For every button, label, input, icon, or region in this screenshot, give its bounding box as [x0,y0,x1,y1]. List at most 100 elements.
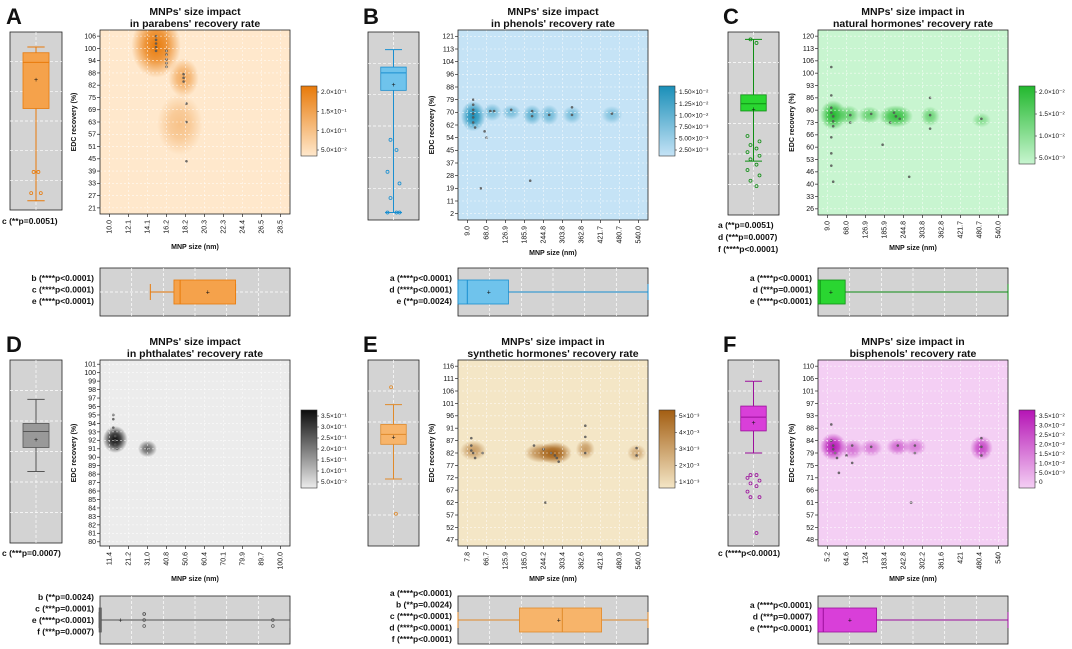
outlier-point [397,181,402,186]
outlier-point [757,153,762,158]
heatmap-background [100,360,290,546]
colorbar-tick-label: 1.5×10⁻¹ [321,109,347,116]
data-point [835,456,839,460]
chart-title-line: MNPs' size impact [149,6,241,18]
chart-title-line: in phthalates' recovery rate [127,348,263,360]
outlier-point [36,170,41,174]
x-tick-label: 421.7 [957,221,964,239]
x-tick-label: 361.6 [938,552,945,570]
significance-annotation: f (****p<0.0001) [718,244,778,254]
x-tick-label: 244.8 [900,221,907,239]
colorbar-tick-label: 1.00×10⁻² [679,112,709,119]
y-tick-label: 116 [443,364,454,371]
x-tick-label: 31.0 [144,552,151,566]
data-point [980,436,983,440]
significance-annotation: a (****p<0.0001) [750,273,812,283]
chart-title-line: in phenols' recovery rate [491,18,615,30]
data-point [894,115,898,118]
data-point [528,179,532,183]
x-tick-label: 124 [862,552,869,564]
y-tick-label: 45 [88,156,96,163]
significance-annotation: d (****p<0.0001) [389,623,452,633]
density-blob [131,30,181,78]
colorbar-tick-label: 2.0×10⁻² [1039,89,1065,96]
colorbar-tick-label: 3.5×10⁻² [1039,413,1065,420]
data-point [635,454,638,457]
density-blob [157,93,203,156]
x-tick-label: 362.8 [938,221,945,239]
outlier-point [754,146,759,151]
x-tick-label: 244.8 [540,226,547,244]
panel-label: E [363,332,378,357]
x-tick-label: 303.4 [559,552,566,570]
x-tick-label: 18.2 [182,220,189,234]
interquartile-box [817,279,846,305]
data-point [532,444,536,447]
outlier-point [388,137,393,142]
x-tick-label: 244.2 [540,552,547,570]
y-tick-label: 111 [443,376,454,383]
colorbar-tick-label: 4×10⁻³ [679,430,700,437]
y-tick-label: 57 [446,512,454,519]
colorbar-tick-label: 1.5×10⁻² [1039,111,1065,118]
colorbar-tick-label: 5.0×10⁻³ [1039,470,1065,477]
data-point [980,117,983,121]
x-tick-label: 100.0 [277,552,284,570]
significance-annotation: c (**p=0.0051) [2,216,58,226]
significance-annotation: f (***p=0.0007) [37,627,94,637]
y-tick-label: 110 [803,364,814,371]
data-point [830,152,833,155]
outlier-point [757,173,762,178]
x-tick-label: 303.8 [559,226,566,244]
y-tick-label: 79 [806,450,814,457]
x-tick-label: 421.8 [597,552,604,570]
x-axis-label: MNP size (nm) [529,576,577,583]
colorbar-tick-label: 2.0×10⁻¹ [321,446,347,453]
significance-annotation: e (****p<0.0001) [32,615,94,625]
y-tick-label: 93 [88,429,96,436]
data-point [831,124,835,128]
y-tick-label: 51 [88,144,96,151]
x-tick-label: 7.8 [464,552,471,562]
density-blob [482,103,502,122]
outlier-point [745,168,750,172]
colorbar-tick-label: 5×10⁻³ [679,413,700,420]
data-point [869,445,873,449]
data-point [831,444,835,447]
colorbar-tick-label: 2.0×10⁻¹ [321,89,347,96]
y-tick-label: 84 [806,438,814,445]
y-tick-label: 87 [446,438,454,445]
y-tick-label: 66 [806,132,814,139]
data-point [850,444,854,447]
y-tick-label: 52 [446,525,454,532]
colorbar [1018,409,1036,489]
data-point [113,434,117,438]
y-tick-label: 93 [806,413,814,420]
data-point [869,112,873,116]
x-tick-label: 68.0 [483,226,490,240]
panel-label: A [6,4,22,29]
y-tick-label: 75 [88,95,96,102]
x-tick-label: 40.8 [163,552,170,566]
outlier-point [757,139,762,144]
outlier-point [748,157,753,162]
data-point [112,426,115,429]
mean-marker: + [206,290,210,297]
y-tick-label: 97 [88,395,96,402]
y-tick-label: 85 [88,497,96,504]
panel-C: C 9.0 68.0 126.9 185.9 244.8 303.8 362.8 421.7 48… [718,4,1065,317]
x-tick-label: 9.0 [824,221,831,231]
y-tick-label: 53 [806,157,814,164]
y-tick-label: 82 [88,83,96,90]
colorbar-tick-label: 1×10⁻³ [679,479,700,486]
x-tick-label: 16.2 [163,220,170,234]
colorbar-tick-label: 5.0×10⁻³ [1039,155,1065,162]
y-tick-label: 104 [442,59,454,66]
significance-annotation: f (****p<0.0001) [392,634,452,644]
y-tick-label: 94 [88,58,96,65]
x-tick-label: 9.0 [464,226,471,236]
y-tick-label: 82 [88,522,96,529]
heatmap-frame [99,359,291,547]
outlier-point [754,162,759,167]
y-tick-label: 52 [806,525,814,532]
